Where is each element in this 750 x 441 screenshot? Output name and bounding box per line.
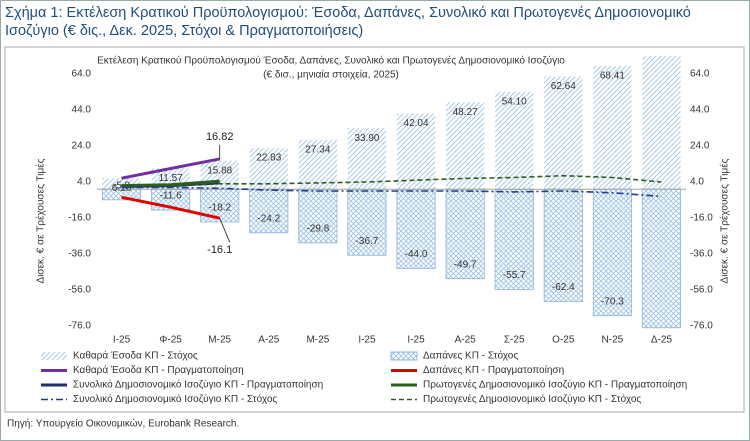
bar [347,188,387,256]
y-tick-label: -56.0 [68,285,91,296]
x-tick-label: Σ-25 [504,334,525,345]
y-tick-label: -16.0 [68,213,91,224]
data-label: -29.8 [306,223,329,234]
y2-tick-label: 44.0 [690,105,710,116]
line [121,186,662,198]
leader-line [219,218,231,243]
x-tick-label: Ο-25 [552,334,575,345]
data-label: -49.7 [454,259,477,270]
x-tick-label: Μ-25 [208,334,231,345]
data-label: -55.7 [503,270,526,281]
bar [396,113,436,190]
x-tick-label: Α-25 [455,334,477,345]
legend-swatch [41,352,67,360]
source: Πηγή: Υπουργείο Οικονομικών, Eurobank Re… [7,418,239,430]
data-label: 11.57 [158,173,183,184]
y2-tick-label: 4.0 [690,177,704,188]
bar [544,76,583,190]
x-tick-label: Ι-25 [407,334,425,345]
legend-label: Καθαρά Έσοδα ΚΠ - Πραγματοποίηση [73,364,244,376]
legend-label: Συνολικό Δημοσιονομικό Ισοζύγιο ΚΠ - Στό… [73,393,277,405]
y2-tick-label: -36.0 [690,249,713,260]
bar [642,56,681,190]
x-tick-label: Δ-25 [651,334,673,345]
chart-subtitle: Εκτέλεση Κρατικού Προϋπολογισμού Έσοδα, … [97,55,565,67]
y-tick-label: 24.0 [72,141,92,152]
x-tick-label: Ι-25 [113,334,131,345]
legend-swatch [390,351,418,361]
data-label: 27.34 [305,145,330,156]
data-label: 62.64 [551,81,576,92]
legend-label: Δαπάνες ΚΠ - Πραγματοποίηση [423,364,564,376]
data-label: -44.0 [405,249,428,260]
data-label: 22.83 [256,153,281,164]
data-label: -18.2 [208,203,231,214]
legend-label: Συνολικό Δημοσιονομικό Ισοζύγιο ΚΠ - Πρα… [73,379,323,391]
legend-label: Δαπάνες ΚΠ - Στόχος [423,350,518,362]
bar [347,128,387,190]
data-label: 6.10 [112,183,132,194]
y-tick-label: 4.0 [77,177,91,188]
data-label: 16.82 [206,131,234,143]
bar [445,102,485,190]
bar [592,188,632,317]
bar [249,148,288,190]
data-label: -70.3 [601,296,624,307]
bar [298,139,338,190]
data-label: 33.90 [354,133,379,144]
data-label: 48.27 [453,107,478,118]
chart-subtitle: (€ δισ., μηνιαία στοιχεία, 2025) [263,69,399,81]
y2-tick-label: -16.0 [690,213,713,224]
bar [445,188,485,280]
y-tick-label: -76.0 [68,321,91,332]
bar [543,188,583,302]
x-tick-label: Α-25 [258,334,280,345]
data-label: -24.2 [257,213,280,224]
y2-tick-label: 64.0 [690,69,710,80]
legend-label: Πρωτογενές Δημοσιονομικό Ισοζύγιο ΚΠ - Π… [423,379,687,391]
y2-tick-label: -56.0 [690,285,713,296]
bar [249,188,289,234]
y2-axis-label: Δισεκ. € σε Τρέχουσες Τιμές [719,158,731,283]
data-label: 15.88 [207,165,232,176]
y2-tick-label: 24.0 [690,141,710,152]
y-tick-label: 64.0 [72,69,92,80]
data-label: 54.10 [502,96,527,107]
bar [298,188,338,244]
line [121,157,220,180]
line [121,174,662,187]
legend-label: Καθαρά Έσοδα ΚΠ - Στόχος [73,350,198,362]
data-label: -16.1 [207,244,232,256]
figure-title: Σχήμα 1: Εκτέλεση Κρατικού Προϋπολογισμο… [5,5,691,39]
data-label: -11.6 [160,191,182,202]
legend-label: Πρωτογενές Δημοσιονομικό Ισοζύγιο ΚΠ - Σ… [423,393,641,405]
x-tick-label: Ι-25 [358,334,376,345]
data-label: -62.4 [552,282,575,293]
x-tick-label: Φ-25 [159,334,182,345]
bar [641,188,682,329]
y2-tick-label: -76.0 [690,321,713,332]
y-tick-label: 44.0 [72,105,92,116]
x-tick-label: Μ-25 [306,334,329,345]
data-label: -36.7 [356,236,379,247]
data-label: 68.41 [600,71,625,82]
bar [494,188,534,290]
bar [495,91,534,190]
x-tick-label: Ν-25 [602,334,624,345]
data-label: 42.04 [404,118,429,129]
y-tick-label: -36.0 [68,249,91,260]
chart-frame [4,46,745,413]
bar [102,178,141,190]
bar [593,66,632,190]
y-axis-label: Δισεκ. € σε Τρέχουσες Τιμές [35,158,47,283]
line [121,195,221,220]
